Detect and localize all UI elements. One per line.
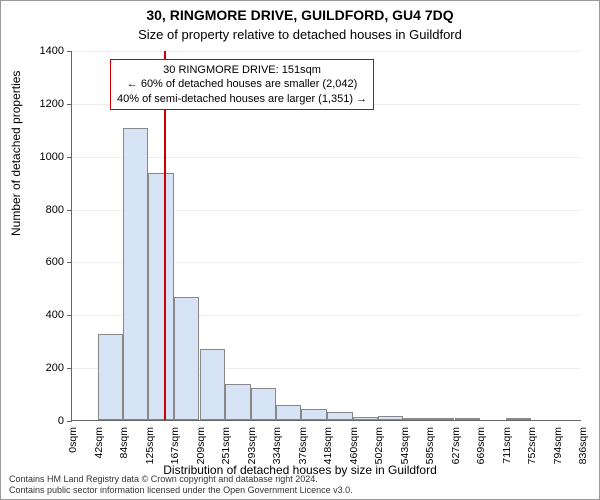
x-tick-label: 543sqm bbox=[399, 427, 411, 464]
y-tick-label: 400 bbox=[46, 309, 64, 321]
y-tick bbox=[67, 157, 72, 158]
histogram-bar bbox=[200, 349, 226, 420]
chart-title-address: 30, RINGMORE DRIVE, GUILDFORD, GU4 7DQ bbox=[1, 7, 599, 23]
x-tick-label: 42sqm bbox=[93, 427, 105, 459]
annotation-box: 30 RINGMORE DRIVE: 151sqm← 60% of detach… bbox=[110, 59, 374, 110]
y-tick bbox=[67, 262, 72, 263]
x-tick-label: 84sqm bbox=[118, 427, 130, 459]
x-tick-label: 711sqm bbox=[501, 427, 513, 464]
y-tick-label: 1400 bbox=[40, 45, 64, 57]
x-tick-label: 669sqm bbox=[475, 427, 487, 464]
gridline bbox=[72, 51, 581, 52]
histogram-bar bbox=[506, 418, 531, 420]
y-tick bbox=[67, 421, 72, 422]
footer-line1: Contains HM Land Registry data © Crown c… bbox=[9, 474, 353, 485]
x-tick-label: 167sqm bbox=[169, 427, 181, 464]
histogram-bar bbox=[276, 405, 302, 420]
footer-line2: Contains public sector information licen… bbox=[9, 485, 353, 496]
y-tick bbox=[67, 51, 72, 52]
y-tick bbox=[67, 104, 72, 105]
gridline bbox=[72, 157, 581, 158]
histogram-bar bbox=[98, 334, 124, 420]
y-tick bbox=[67, 315, 72, 316]
histogram-bar bbox=[251, 388, 276, 420]
x-tick-label: 251sqm bbox=[220, 427, 232, 464]
chart-title-desc: Size of property relative to detached ho… bbox=[1, 27, 599, 42]
chart-container: 30, RINGMORE DRIVE, GUILDFORD, GU4 7DQ S… bbox=[0, 0, 600, 500]
histogram-bar bbox=[148, 173, 174, 420]
histogram-bar bbox=[378, 416, 403, 420]
histogram-bar bbox=[403, 418, 429, 420]
x-tick-label: 585sqm bbox=[424, 427, 436, 464]
x-tick-label: 0sqm bbox=[67, 427, 79, 453]
y-tick-label: 800 bbox=[46, 204, 64, 216]
histogram-bar bbox=[174, 297, 200, 420]
histogram-bar bbox=[327, 412, 353, 420]
x-tick-label: 794sqm bbox=[552, 427, 564, 464]
x-tick-label: 125sqm bbox=[144, 427, 156, 464]
x-tick-label: 460sqm bbox=[348, 427, 360, 464]
x-tick-label: 293sqm bbox=[246, 427, 258, 464]
y-tick bbox=[67, 210, 72, 211]
x-tick-label: 376sqm bbox=[297, 427, 309, 464]
footer-attribution: Contains HM Land Registry data © Crown c… bbox=[9, 474, 353, 496]
y-tick-label: 0 bbox=[58, 415, 64, 427]
y-tick-label: 200 bbox=[46, 362, 64, 374]
histogram-bar bbox=[455, 418, 481, 420]
histogram-bar bbox=[123, 128, 148, 420]
annotation-line3: 40% of semi-detached houses are larger (… bbox=[117, 92, 367, 106]
y-tick-label: 1000 bbox=[40, 151, 64, 163]
histogram-bar bbox=[301, 409, 327, 420]
x-tick-label: 209sqm bbox=[195, 427, 207, 464]
y-axis-label: Number of detached properties bbox=[9, 71, 23, 236]
histogram-bar bbox=[353, 417, 379, 420]
x-tick-label: 752sqm bbox=[526, 427, 538, 464]
histogram-bar bbox=[429, 418, 455, 420]
x-tick-label: 418sqm bbox=[322, 427, 334, 464]
plot-area: 30 RINGMORE DRIVE: 151sqm← 60% of detach… bbox=[71, 51, 581, 421]
y-tick bbox=[67, 368, 72, 369]
x-tick-label: 334sqm bbox=[271, 427, 283, 464]
y-tick-label: 1200 bbox=[40, 98, 64, 110]
x-tick-label: 836sqm bbox=[577, 427, 589, 464]
annotation-line1: 30 RINGMORE DRIVE: 151sqm bbox=[117, 63, 367, 77]
histogram-bar bbox=[225, 384, 251, 420]
x-tick-label: 627sqm bbox=[450, 427, 462, 464]
y-tick-label: 600 bbox=[46, 256, 64, 268]
annotation-line2: ← 60% of detached houses are smaller (2,… bbox=[117, 77, 367, 91]
x-tick-label: 502sqm bbox=[373, 427, 385, 464]
